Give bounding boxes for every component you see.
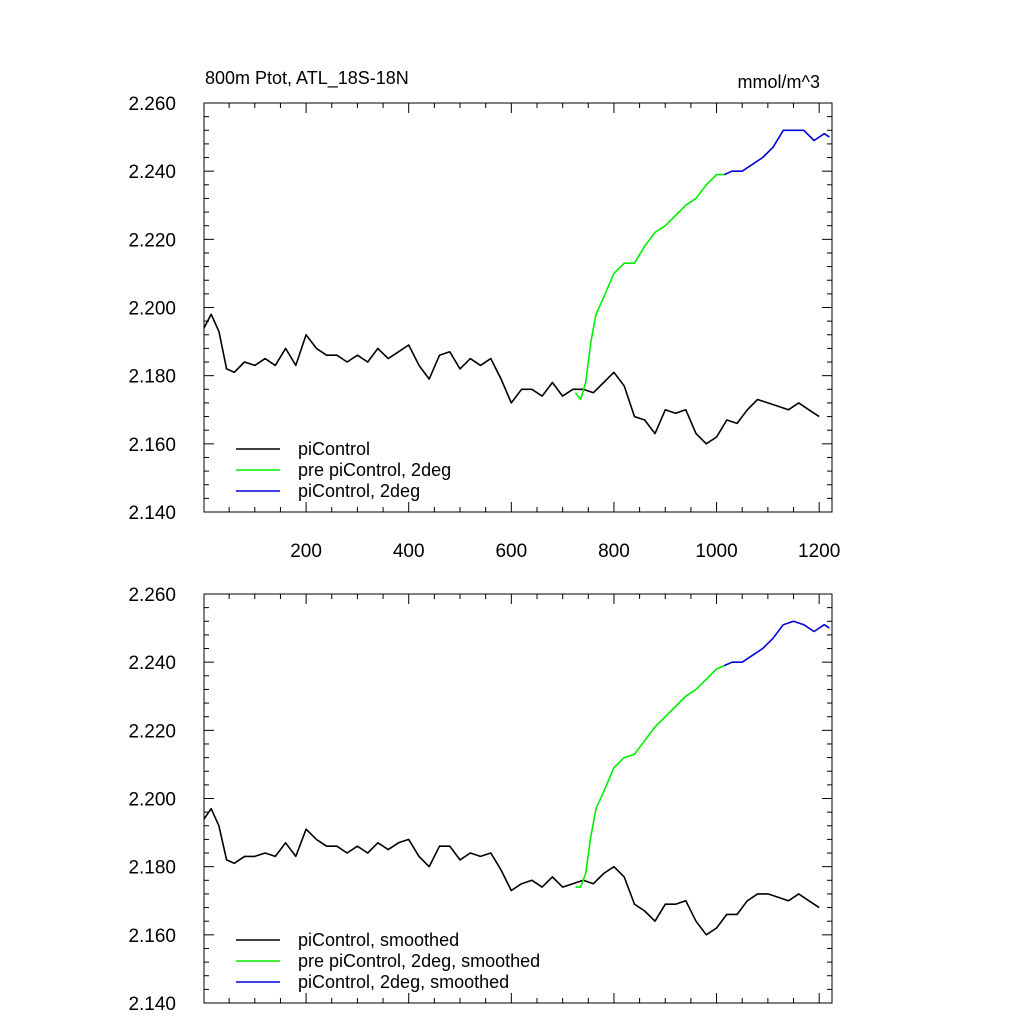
y-tick-label: 2.180 [128,367,176,388]
legend-label: pre piControl, 2deg [298,460,451,480]
y-tick-label: 2.160 [128,926,176,947]
legend-label: piControl [298,439,370,459]
y-tick-label: 2.200 [128,299,176,320]
chart-title: 800m Ptot, ATL_18S-18N [205,68,409,89]
y-tick-label: 2.140 [128,503,176,524]
y-tick-label: 2.240 [128,162,176,183]
x-tick-label: 600 [495,541,527,562]
x-tick-label: 200 [290,541,322,562]
y-tick-label: 2.240 [128,653,176,674]
y-tick-label: 2.260 [128,94,176,115]
legend-label: piControl, 2deg, smoothed [298,972,509,992]
y-tick-label: 2.180 [128,858,176,879]
series-line [723,620,830,667]
x-tick-label: 400 [393,541,425,562]
y-tick-label: 2.200 [128,790,176,811]
y-tick-label: 2.220 [128,721,176,742]
y-tick-label: 2.220 [128,230,176,251]
series-line [574,173,725,401]
legend-label: pre piControl, 2deg, smoothed [298,951,540,971]
top-panel: 2.140 2.160 2.180 2.200 2.220 2.240 2.260 200 40… [128,94,840,562]
y-tick-label: 2.140 [128,994,176,1015]
x-tick-label: 800 [598,541,630,562]
series-line [203,313,820,445]
series-line [203,807,820,936]
chart-units: mmol/m^3 [738,72,820,92]
series-line [723,129,830,176]
x-tick-label: 1000 [695,541,737,562]
series-line [575,664,725,888]
x-tick-label: 1200 [798,541,840,562]
y-tick-label: 2.260 [128,585,176,606]
bottom-panel: 2.140 2.160 2.180 2.200 2.220 2.240 2.260 piCon… [128,585,833,1015]
y-tick-label: 2.160 [128,435,176,456]
legend-label: piControl, 2deg [298,481,420,501]
legend-label: piControl, smoothed [298,930,459,950]
